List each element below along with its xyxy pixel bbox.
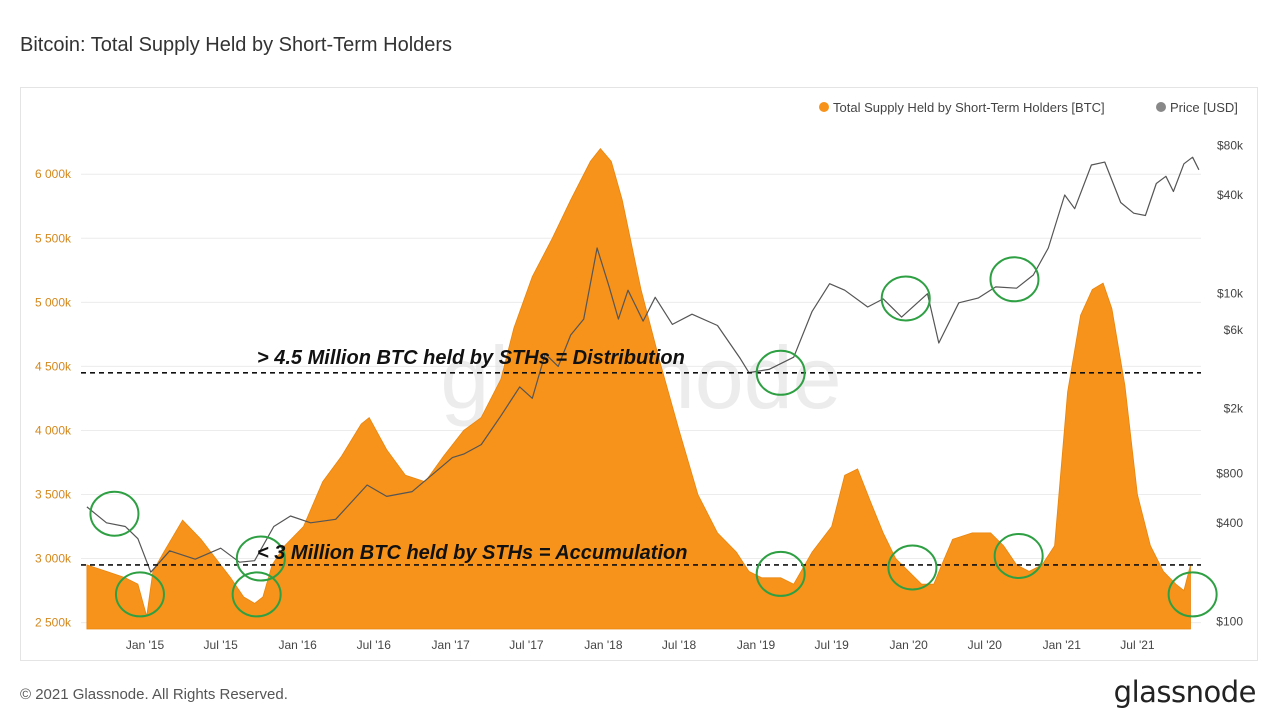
right-axis-tick-label: $80k [1217,139,1244,153]
price-line-series [86,156,1200,573]
x-axis-tick-label: Jan '19 [737,638,776,652]
x-axis-tick-label: Jul '20 [968,638,1003,652]
right-axis-tick-label: $100 [1216,615,1243,629]
left-axis: 2 500k 3 000k 3 500k 4 000k 4 500k 5 000k 5 50… [35,167,72,629]
x-axis-tick-label: Jul '16 [357,638,392,652]
glassnode-logo[interactable]: glassnode [1113,675,1257,709]
highlight-circle [114,571,165,618]
highlight-circle [993,532,1044,579]
highlight-circle [880,275,931,322]
x-axis-tick-label: Jan '15 [126,638,165,652]
x-axis-tick-label: Jan '21 [1043,638,1082,652]
left-axis-tick-label: 2 500k [35,616,72,630]
highlight-circle [89,490,140,537]
left-axis-tick-label: 5 500k [35,231,72,245]
supply-area-series [86,147,1191,630]
right-axis-tick-label: $800 [1216,466,1243,480]
legend-supply-swatch[interactable] [819,102,829,112]
highlight-circle [989,256,1040,303]
highlight-circle [755,349,806,396]
highlight-circle [1167,571,1218,618]
right-axis-tick-label: $2k [1224,401,1244,415]
x-axis-tick-label: Jul '15 [204,638,239,652]
highlight-circle [887,544,938,591]
price-line[interactable] [86,156,1200,573]
left-axis-tick-label: 4 500k [35,359,72,373]
x-axis-tick-label: Jan '20 [889,638,928,652]
x-axis-tick-label: Jul '19 [815,638,850,652]
right-axis-tick-label: $400 [1216,516,1243,530]
legend: Total Supply Held by Short-Term Holders … [819,100,1238,115]
threshold-lines [81,371,1201,566]
right-axis-tick-label: $40k [1217,188,1244,202]
x-axis-tick-label: Jul '21 [1120,638,1155,652]
x-axis-tick-label: Jan '16 [278,638,317,652]
highlight-circles [89,256,1218,618]
legend-price-swatch[interactable] [1156,102,1166,112]
supply-area[interactable] [86,147,1191,630]
x-axis-tick-label: Jan '17 [432,638,471,652]
x-axis: Jan '15 Jul '15 Jan '16 Jul '16 Jan '17 Jul '… [126,638,1155,652]
right-axis-tick-label: $10k [1217,287,1244,301]
highlight-circle [231,571,282,618]
legend-supply-label[interactable]: Total Supply Held by Short-Term Holders … [833,100,1105,115]
accumulation-annotation: < 3 Million BTC held by STHs = Accumulat… [257,542,687,564]
highlight-circle [755,550,806,597]
left-axis-tick-label: 3 500k [35,487,72,501]
page-title: Bitcoin: Total Supply Held by Short-Term… [20,34,453,56]
right-axis-tick-label: $6k [1224,323,1244,337]
left-axis-tick-label: 6 000k [35,167,72,181]
left-axis-tick-label: 5 000k [35,295,72,309]
x-axis-tick-label: Jul '18 [662,638,697,652]
x-axis-tick-label: Jul '17 [509,638,544,652]
x-axis-tick-label: Jan '18 [584,638,623,652]
distribution-annotation: > 4.5 Million BTC held by STHs = Distrib… [257,347,685,369]
legend-price-label[interactable]: Price [USD] [1170,100,1238,115]
left-axis-tick-label: 4 000k [35,423,72,437]
highlight-circle [235,535,286,582]
footer-copyright: © 2021 Glassnode. All Rights Reserved. [20,686,288,703]
right-axis: $100 $400 $800 $2k $6k $10k $40k $80k [1216,139,1244,629]
left-axis-tick-label: 3 000k [35,552,72,566]
